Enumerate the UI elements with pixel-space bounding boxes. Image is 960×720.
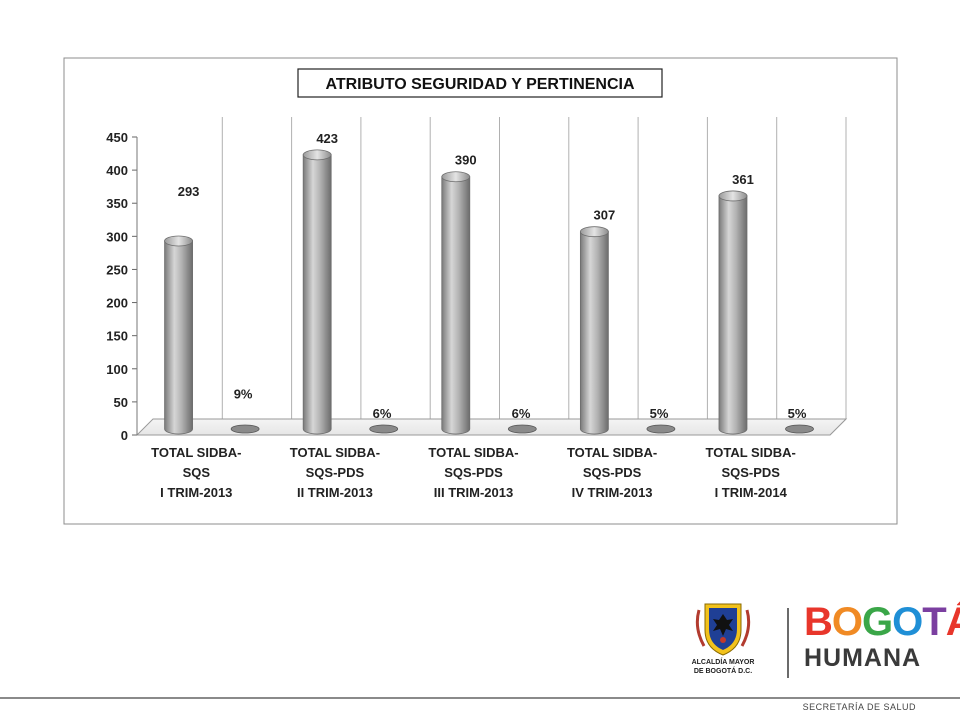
- category-label: SQS: [183, 465, 211, 480]
- category-label: I TRIM-2013: [160, 485, 232, 500]
- bar: [302, 149, 332, 435]
- brand-humana: HUMANA: [804, 644, 922, 672]
- y-tick-label: 0: [121, 428, 128, 443]
- category-label: IV TRIM-2013: [572, 485, 653, 500]
- bar: [579, 226, 609, 435]
- y-tick-label: 300: [106, 229, 128, 244]
- y-tick-label: 150: [106, 329, 128, 344]
- category-label: SQS-PDS: [306, 465, 365, 480]
- bar-small: [369, 424, 399, 434]
- bar-small: [230, 424, 260, 434]
- y-tick-label: 400: [106, 163, 128, 178]
- bar-body: [164, 240, 193, 435]
- brand-letter: Á: [946, 600, 960, 644]
- category-label: TOTAL SIDBA-: [290, 445, 380, 460]
- bar: [441, 171, 471, 435]
- bar-body: [579, 231, 609, 435]
- y-tick-label: 100: [106, 362, 128, 377]
- data-label: 9%: [234, 387, 253, 402]
- data-label: 361: [732, 172, 754, 187]
- brand-letter: T: [922, 600, 946, 644]
- y-tick-label: 350: [106, 196, 128, 211]
- category-label: III TRIM-2013: [434, 485, 513, 500]
- data-label: 5%: [650, 406, 669, 421]
- bar-small: [785, 424, 814, 434]
- brand-letter: O: [892, 600, 923, 644]
- chart-title: ATRIBUTO SEGURIDAD Y PERTINENCIA: [325, 76, 635, 93]
- brand-bogota: BOGOTÁ: [804, 602, 960, 642]
- bar-body: [302, 154, 332, 435]
- bar: [164, 235, 193, 435]
- bar: [718, 190, 748, 435]
- bar-small: [507, 424, 537, 434]
- category-label: II TRIM-2013: [297, 485, 373, 500]
- chart-title-box: ATRIBUTO SEGURIDAD Y PERTINENCIA: [297, 68, 663, 98]
- chart-frame: [63, 57, 898, 525]
- y-tick-label: 50: [114, 395, 128, 410]
- category-label: TOTAL SIDBA-: [428, 445, 518, 460]
- category-label: I TRIM-2014: [715, 485, 788, 500]
- brand-letter: G: [862, 600, 893, 644]
- logo-divider: [787, 608, 789, 678]
- bar-cap: [441, 171, 471, 183]
- y-tick-label: 250: [106, 262, 128, 277]
- secretaria-label: SECRETARÍA DE SALUD: [802, 702, 916, 712]
- category-label: SQS-PDS: [583, 465, 642, 480]
- footer-logos: ALCALDÍA MAYOR DE BOGOTÁ D.C. BOGOTÁ HUM…: [690, 600, 960, 690]
- bar-body: [718, 195, 748, 435]
- y-tick-label: 450: [106, 130, 128, 145]
- bar-body: [441, 176, 471, 435]
- data-label: 307: [594, 208, 616, 223]
- coat-of-arms-icon: [695, 603, 751, 656]
- brand-letter: O: [831, 600, 863, 644]
- footer-divider: [0, 697, 960, 699]
- category-label: TOTAL SIDBA-: [567, 445, 657, 460]
- data-label: 390: [455, 153, 477, 168]
- category-label: SQS-PDS: [444, 465, 503, 480]
- bar-cap: [164, 235, 193, 247]
- data-label: 423: [316, 131, 338, 146]
- alcaldia-line-2: DE BOGOTÁ D.C.: [693, 668, 753, 675]
- alcaldia-line-1: ALCALDÍA MAYOR: [691, 659, 755, 666]
- bar-cap: [302, 149, 332, 161]
- brand-letter: B: [804, 600, 833, 644]
- data-label: 5%: [788, 406, 807, 421]
- category-label: TOTAL SIDBA-: [151, 445, 241, 460]
- category-label: TOTAL SIDBA-: [706, 445, 796, 460]
- data-label: 6%: [373, 406, 392, 421]
- y-tick-label: 200: [106, 296, 128, 311]
- data-label: 293: [178, 184, 200, 199]
- bar-small: [646, 424, 676, 434]
- bar-cap: [718, 190, 748, 202]
- data-label: 6%: [512, 406, 531, 421]
- category-label: SQS-PDS: [721, 465, 780, 480]
- bar-cap: [579, 226, 609, 238]
